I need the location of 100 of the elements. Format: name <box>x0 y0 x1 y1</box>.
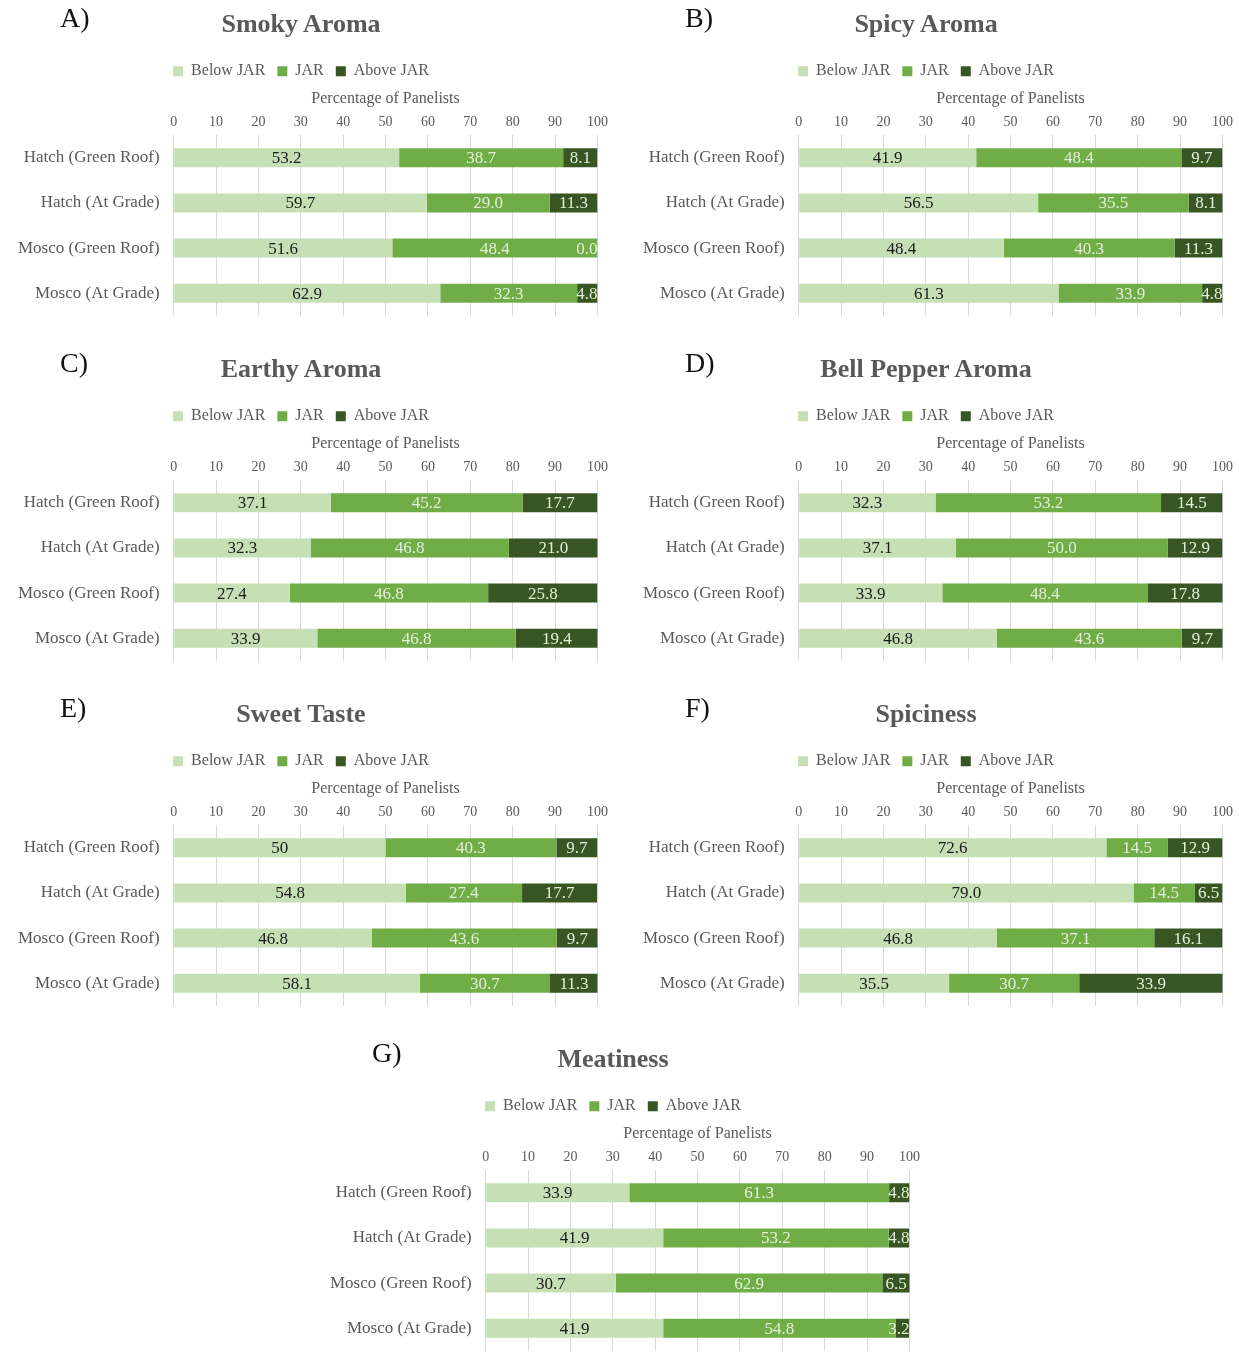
data-label: 40.3 <box>1074 238 1105 258</box>
legend-label: JAR <box>607 1096 637 1114</box>
y-tick-label: Hatch (At Grade) <box>665 882 785 902</box>
data-label: 14.5 <box>1176 493 1207 513</box>
legend-label: JAR <box>295 406 325 424</box>
bar <box>419 973 551 993</box>
bar <box>385 838 557 858</box>
x-tick-label: 80 <box>505 114 520 130</box>
data-label: 54.8 <box>764 1318 795 1338</box>
bar <box>440 283 578 303</box>
data-label: 9.7 <box>1191 628 1214 648</box>
x-tick-label: 100 <box>1212 459 1233 475</box>
data-label: 37.1 <box>1060 928 1091 948</box>
text: E) <box>60 692 87 724</box>
chart-title: Smoky Aroma <box>221 9 381 39</box>
data-label: 9.7 <box>566 928 589 948</box>
text: G) <box>372 1037 402 1069</box>
data-label: 43.6 <box>1074 628 1105 648</box>
bar <box>942 583 1148 603</box>
chart-title: Spiciness <box>875 699 977 729</box>
y-tick-label: Hatch (At Grade) <box>40 537 160 557</box>
x-tick-label: 20 <box>876 804 891 820</box>
x-tick-label: 100 <box>587 804 608 820</box>
data-label: 32.3 <box>227 538 258 558</box>
text: C) <box>60 347 88 379</box>
x-tick-label: 20 <box>876 459 891 475</box>
bar <box>392 238 598 258</box>
data-label: 11.3 <box>1183 238 1214 258</box>
legend-label: JAR <box>295 751 325 769</box>
x-tick-label: 10 <box>834 459 849 475</box>
y-tick-label: Hatch (Green Roof) <box>335 1182 472 1202</box>
data-label: 33.9 <box>230 628 261 648</box>
x-tick-label: 10 <box>209 114 224 130</box>
data-label: 51.6 <box>268 238 299 258</box>
chart-title: Spicy Aroma <box>854 9 998 39</box>
data-label: 46.8 <box>258 928 288 948</box>
data-label: 46.8 <box>883 928 913 948</box>
data-label: 41.9 <box>559 1318 590 1338</box>
data-label: 8.1 <box>1195 193 1217 213</box>
data-label: 35.5 <box>1098 193 1129 213</box>
data-label: 37.1 <box>862 538 893 558</box>
data-label: 61.3 <box>744 1183 775 1203</box>
x-tick-label: 90 <box>548 114 563 130</box>
data-label: 35.5 <box>859 973 889 993</box>
y-tick-label: Mosco (Green Roof) <box>17 927 160 947</box>
bar <box>799 583 943 603</box>
bar <box>174 148 400 168</box>
legend-label: Above JAR <box>353 61 430 79</box>
bar <box>997 928 1155 948</box>
legend-label: Above JAR <box>353 406 430 424</box>
legend-label: Above JAR <box>978 406 1055 424</box>
y-tick-label: Mosco (At Grade) <box>34 627 160 647</box>
data-label: 46.8 <box>401 628 432 648</box>
bar <box>522 493 598 513</box>
x-tick-label: 40 <box>336 804 351 820</box>
x-tick-label: 30 <box>605 1149 620 1165</box>
bar <box>515 628 598 648</box>
bar <box>1079 973 1223 993</box>
bar <box>174 583 290 603</box>
data-label: 0.0 <box>576 238 598 258</box>
data-label: 27.4 <box>217 583 248 603</box>
y-tick-label: Hatch (Green Roof) <box>23 492 160 512</box>
bar <box>935 493 1162 513</box>
legend-label: Above JAR <box>978 61 1055 79</box>
x-tick-label: 80 <box>817 1149 832 1165</box>
bar <box>372 928 557 948</box>
bar <box>174 883 406 903</box>
y-tick-label: Mosco (At Grade) <box>34 972 160 992</box>
chart-title: Sweet Taste <box>236 699 366 729</box>
x-tick-label: 100 <box>1212 114 1233 130</box>
bar <box>799 838 1107 858</box>
bar <box>174 538 311 558</box>
data-label: 46.8 <box>394 538 425 558</box>
data-label: 41.9 <box>872 148 903 168</box>
x-tick-label: 0 <box>170 114 178 130</box>
data-label: 72.6 <box>937 838 968 858</box>
x-tick-label: 70 <box>1088 459 1103 475</box>
bar <box>799 148 977 168</box>
bar <box>405 883 523 903</box>
data-label: 29.0 <box>473 193 504 213</box>
x-tick-label: 70 <box>1088 804 1103 820</box>
data-label: 11.3 <box>558 193 589 213</box>
bar <box>629 1183 890 1203</box>
x-tick-label: 50 <box>378 804 393 820</box>
x-tick-label: 10 <box>209 804 224 820</box>
text: D) <box>685 347 715 379</box>
legend-label: Above JAR <box>978 751 1055 769</box>
data-label: 9.7 <box>1191 148 1214 168</box>
data-label: 11.3 <box>559 973 589 993</box>
data-label: 33.9 <box>1115 283 1146 303</box>
bar <box>955 538 1168 558</box>
data-label: 79.0 <box>951 883 982 903</box>
x-tick-label: 50 <box>378 114 393 130</box>
data-label: 30.7 <box>999 973 1030 993</box>
data-label: 61.3 <box>913 283 944 303</box>
chart-title: Bell Pepper Aroma <box>820 354 1032 384</box>
y-tick-label: Mosco (Green Roof) <box>642 927 785 947</box>
x-tick-label: 0 <box>170 804 178 820</box>
data-label: 41.9 <box>559 1228 590 1248</box>
y-tick-label: Mosco (Green Roof) <box>642 237 785 257</box>
